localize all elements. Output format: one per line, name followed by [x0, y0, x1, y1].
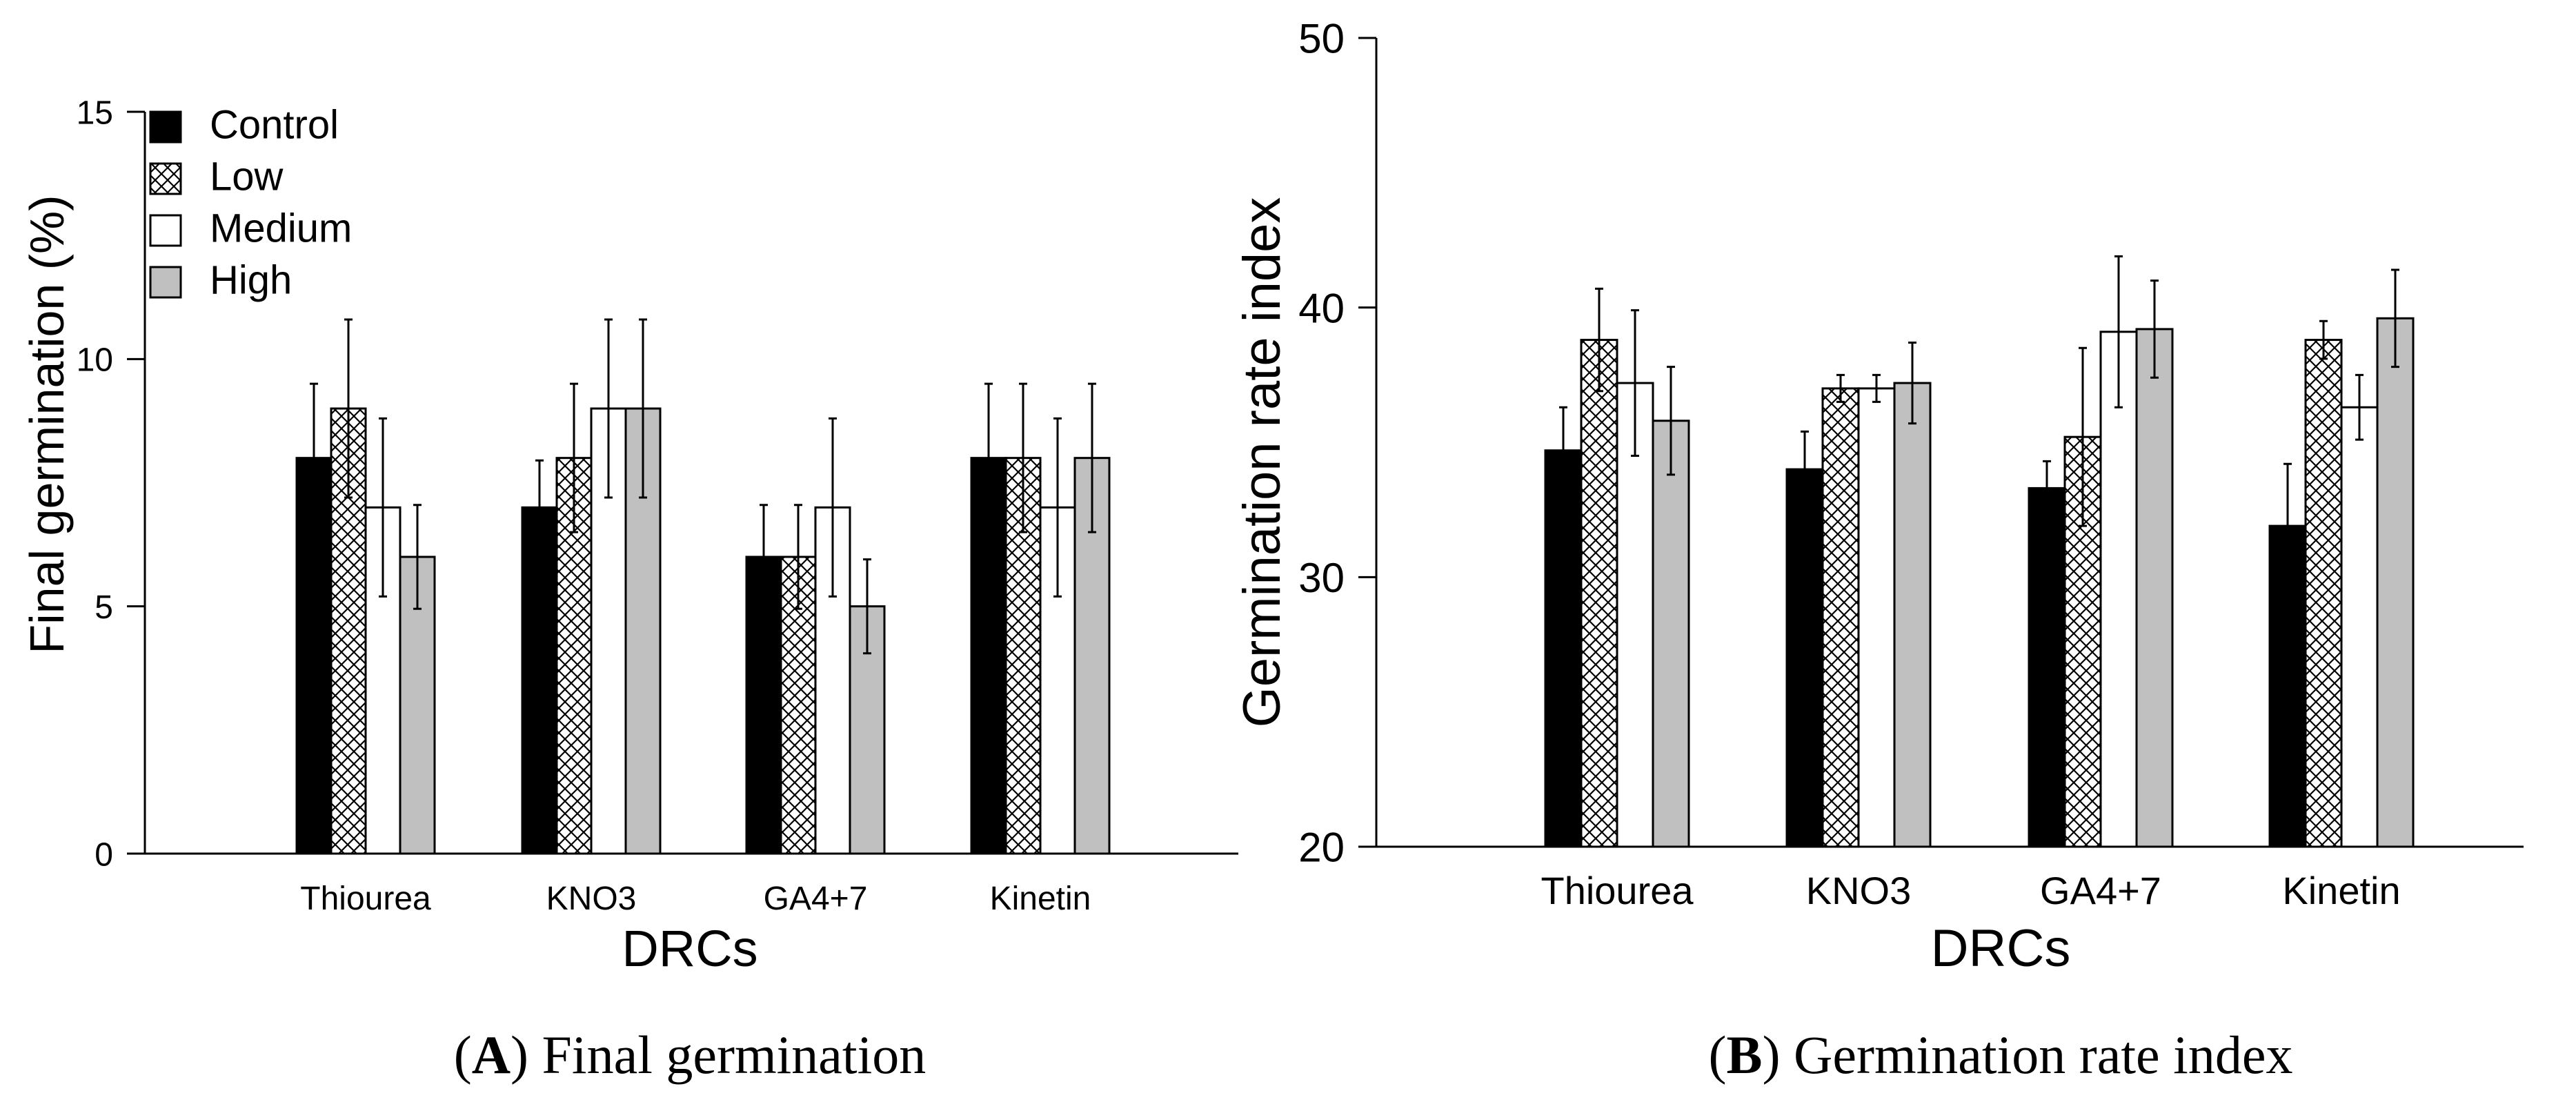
panel-b-error-bar-high-1 [1667, 366, 1675, 476]
panel-b-bar-control-1 [1544, 449, 1583, 848]
panel-a-category-label-1: Thiourea [300, 881, 431, 917]
panel-b-bar-low-2 [1821, 387, 1860, 848]
legend-swatch-medium [149, 214, 182, 247]
panel-a-x-axis-label: DRCs [622, 920, 757, 977]
panel-b-bar-low-4 [2304, 339, 2343, 848]
panel-a-y-tick-label-0: 0 [95, 836, 113, 873]
panel-b-error-bar-medium-3 [2114, 255, 2123, 409]
panel-a-chart: 0 5 10 15 Thiourea KNO3 GA4+7 Kinetin Control Lo… [20, 95, 1238, 1085]
panel-b-axes: 20 30 40 50 Thiourea KNO3 GA4+7 Kinetin [1298, 16, 2524, 912]
panel-b-error-bar-low-2 [1836, 373, 1845, 403]
panel-a-error-bar-low-2 [570, 382, 578, 533]
panel-b-bar-high-3 [2135, 328, 2174, 848]
panel-b-bar-medium-4 [2340, 406, 2379, 848]
panel-a-category-label-3: GA4+7 [764, 881, 868, 917]
panel-b-caption-text: ) Germination rate index [1763, 1025, 2293, 1085]
panel-a-caption-letter: A [472, 1025, 511, 1085]
panel-b-error-bar-medium-2 [1872, 373, 1881, 403]
panel-a-error-bar-high-1 [413, 504, 422, 610]
panel-b-bar-control-2 [1785, 468, 1824, 848]
panel-b-y-tick-label-50: 50 [1298, 16, 1345, 62]
legend-label-low: Low [210, 155, 284, 199]
legend-label-medium: Medium [210, 206, 352, 251]
panel-a-bar-control-2 [521, 506, 558, 855]
panel-a-error-bar-medium-3 [829, 417, 837, 598]
panel-b-chart: 20 30 40 50 Thiourea KNO3 GA4+7 Kinetin Germina… [1233, 16, 2524, 1085]
panel-b-bar-high-2 [1893, 382, 1932, 848]
panel-b-bar-high-1 [1652, 420, 1690, 848]
panel-b-bar-medium-3 [2099, 331, 2138, 848]
panel-a-category-label-2: KNO3 [546, 881, 637, 917]
legend-label-control: Control [210, 103, 339, 148]
panel-b-category-label-4: Kinetin [2282, 869, 2400, 912]
panel-a-legend: Control Low Medium High [149, 103, 352, 303]
panel-a-caption-text: ) Final germination [511, 1025, 926, 1085]
legend-label-high: High [210, 258, 292, 303]
panel-b-error-bar-low-4 [2319, 319, 2328, 360]
panel-a-error-bar-medium-4 [1053, 417, 1062, 598]
panel-b-category-label-2: KNO3 [1806, 869, 1912, 912]
panel-b-error-bar-medium-1 [1631, 309, 1639, 458]
panel-a-caption-open: ( [454, 1025, 472, 1085]
panel-a-error-bar-control-1 [310, 382, 318, 533]
panel-a-y-tick-label-5: 5 [95, 589, 113, 626]
panel-a-y-tick-label-10: 10 [77, 342, 113, 379]
panel-b-y-tick-label-20: 20 [1298, 825, 1345, 871]
panel-b-error-bar-high-3 [2150, 279, 2159, 379]
panel-b-error-bar-medium-4 [2355, 373, 2364, 441]
panel-a-error-bar-low-1 [344, 318, 353, 499]
panel-b-bar-high-4 [2376, 317, 2415, 848]
panel-b-bar-low-1 [1580, 339, 1618, 848]
panel-b-category-label-1: Thiourea [1540, 869, 1694, 912]
panel-a-bars [295, 318, 1111, 855]
panel-a-error-bar-high-4 [1088, 382, 1096, 533]
panel-a-category-label-4: Kinetin [990, 881, 1091, 917]
panel-b-y-axis-label: Germination rate index [1233, 197, 1291, 728]
panel-b-bar-control-3 [2028, 486, 2066, 848]
legend-swatch-control [149, 110, 182, 144]
panel-b-error-bar-low-3 [2079, 346, 2087, 527]
panel-a-y-axis-label: Final germination (%) [20, 195, 74, 653]
panel-a-error-bar-high-3 [863, 558, 871, 655]
panel-a-error-bar-control-4 [984, 382, 993, 533]
panel-b-bar-medium-2 [1857, 387, 1896, 848]
panel-b-error-bar-control-4 [2283, 462, 2292, 589]
panel-b-y-tick-label-40: 40 [1298, 285, 1345, 331]
panel-a-axes: 0 5 10 15 Thiourea KNO3 GA4+7 Kinetin [77, 95, 1238, 917]
panel-a-error-bar-control-3 [760, 504, 768, 610]
panel-b-error-bar-control-3 [2043, 460, 2051, 516]
legend-swatch-high [149, 266, 182, 299]
panel-a-error-bar-control-2 [535, 459, 544, 556]
panel-b-error-bar-high-2 [1908, 341, 1916, 425]
panel-a-error-bar-medium-2 [604, 318, 613, 499]
panel-a-error-bar-high-2 [639, 318, 647, 499]
panel-b-y-tick-label-30: 30 [1298, 555, 1345, 601]
panel-a-y-tick-label-15: 15 [77, 95, 113, 131]
panel-b-category-label-3: GA4+7 [2040, 869, 2161, 912]
panel-a-error-bar-low-3 [794, 504, 802, 610]
legend-swatch-low [149, 162, 182, 195]
panel-b-caption: (B) Germination rate index [1709, 1025, 2293, 1085]
panel-b-error-bar-low-1 [1595, 287, 1603, 393]
panel-b-error-bar-control-1 [1559, 406, 1567, 495]
panel-b-caption-open: ( [1709, 1025, 1727, 1085]
panel-a-caption: (A) Final germination [454, 1025, 927, 1085]
panel-b-x-axis-label: DRCs [1931, 919, 2071, 978]
panel-b-bars [1544, 255, 2415, 848]
panel-b-caption-letter: B [1727, 1025, 1763, 1085]
panel-a-error-bar-medium-1 [379, 417, 387, 598]
panel-b-error-bar-control-2 [1801, 430, 1809, 509]
panel-b-error-bar-high-4 [2391, 268, 2399, 368]
panel-a-error-bar-low-4 [1019, 382, 1027, 533]
